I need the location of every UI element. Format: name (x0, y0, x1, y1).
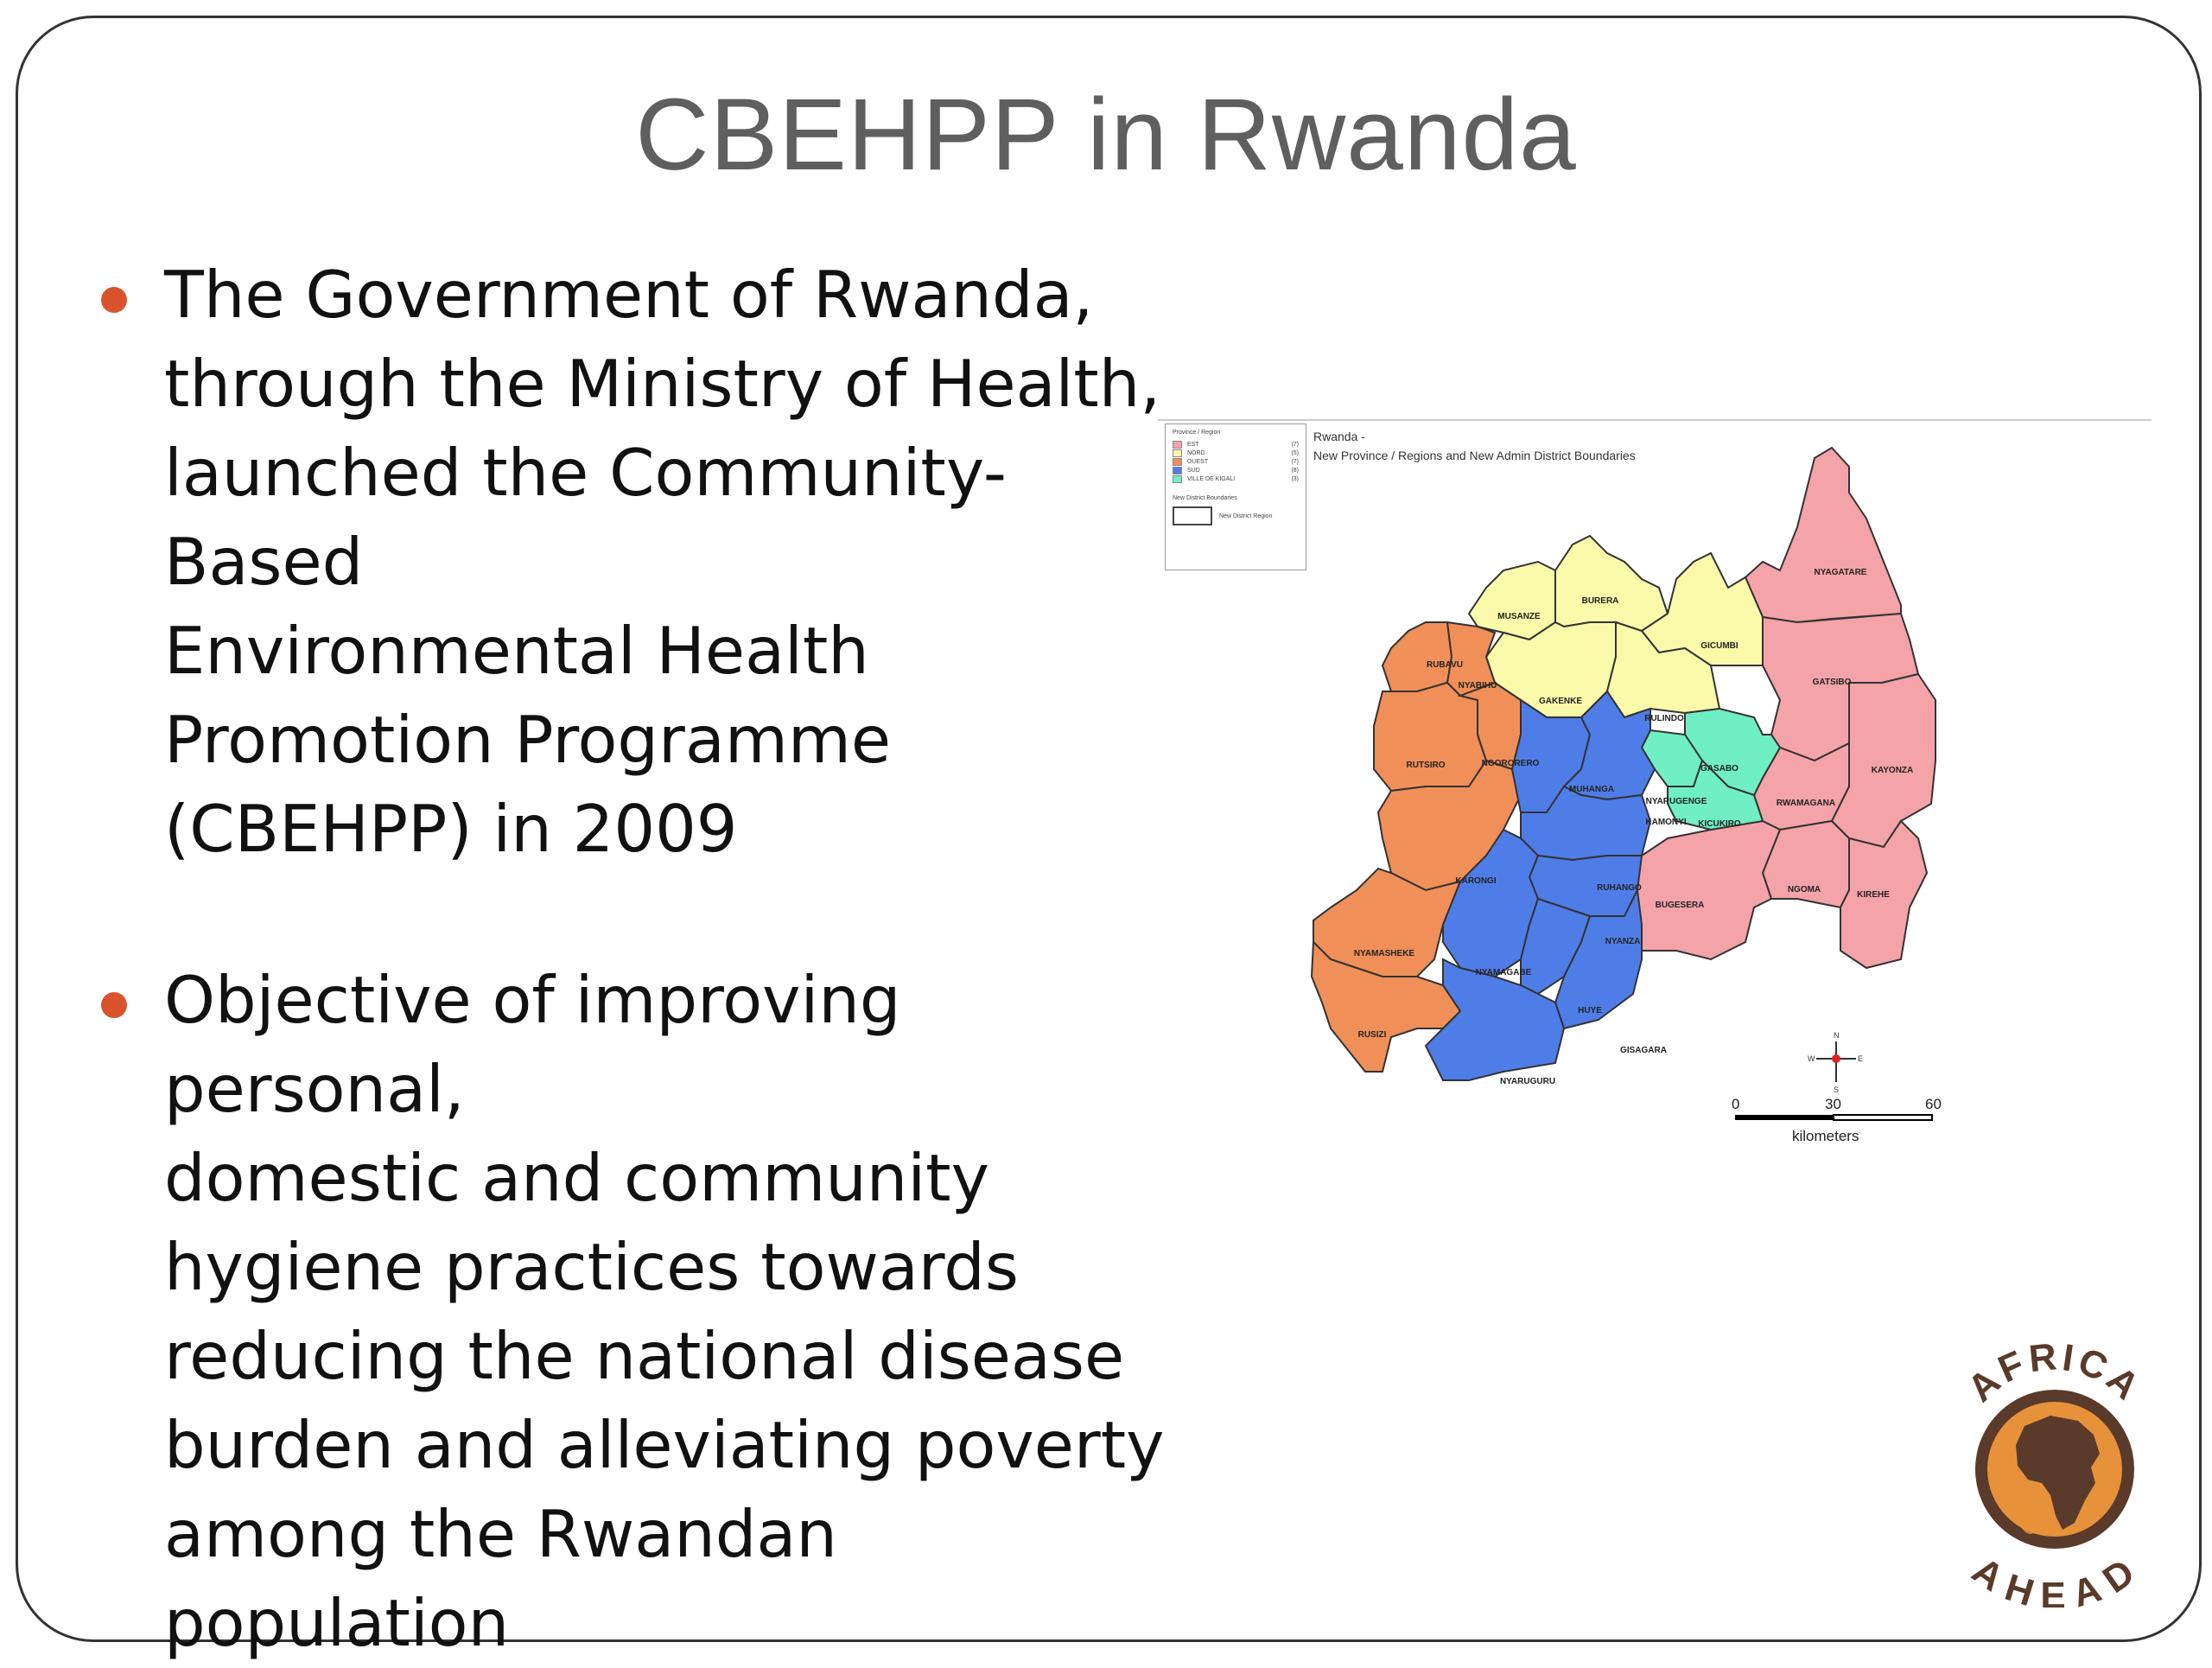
bullet-text: The Government of Rwanda, through the Mi… (164, 257, 1161, 867)
label-rwamagana: RWAMAGANA (1777, 799, 1835, 808)
legend-item-count: (5) (1291, 449, 1299, 456)
rwanda-map: NYAGATARE GATSIBO KAYONZA RWAMAGANA NGOM… (1158, 406, 2160, 1167)
label-rusizi: RUSIZI (1358, 1030, 1387, 1040)
legend-item-count: (3) (1291, 475, 1299, 482)
district-gisagara (1554, 887, 1643, 1030)
label-ruhango: RUHANGO (1597, 883, 1642, 893)
map-title-line2: New Province / Regions and New Admin Dis… (1313, 449, 1636, 462)
legend-item: VILLE DE KIGALI (3) (1173, 474, 1299, 483)
label-gicumbi: GICUMBI (1700, 641, 1738, 651)
legend-boundary-row: New District Region (1173, 506, 1299, 525)
legend-swatch (1173, 474, 1182, 483)
scale-unit: kilometers (1792, 1128, 1859, 1144)
district-kirehe (1840, 819, 1929, 970)
legend-boundary-label: New District Region (1219, 512, 1273, 519)
label-ngororero: NGORORERO (1482, 759, 1540, 768)
rwanda-district-map: NYAGATARE GATSIBO KAYONZA RWAMAGANA NGOM… (1158, 419, 2152, 1144)
scale-tick-60: 60 (1925, 1096, 1942, 1112)
legend-item-name: VILLE DE KIGALI (1187, 475, 1236, 482)
district-nyagatare (1744, 446, 1902, 624)
label-rulindo: RULINDO (1644, 714, 1684, 723)
label-nyanza: NYANZA (1605, 937, 1641, 946)
boundary-swatch (1173, 506, 1212, 525)
bullet-text: Objective of improving personal, domesti… (164, 962, 1165, 1661)
compass-s: S (1834, 1085, 1839, 1094)
district-kamonyi (1562, 690, 1656, 801)
district-huye (1520, 897, 1592, 996)
label-nyamasheke: NYAMASHEKE (1354, 949, 1415, 958)
label-nyagatare: NYAGATARE (1815, 568, 1867, 577)
label-kayonza: KAYONZA (1872, 766, 1914, 775)
district-rubavu (1381, 621, 1453, 692)
legend-boundaries-heading: New District Boundaries (1173, 495, 1237, 501)
africa-ahead-logo-icon: AFRICA AHEAD (1960, 1335, 2146, 1608)
africa-ahead-logo: AFRICA AHEAD (1948, 1331, 2160, 1608)
district-labels: NYAGATARE GATSIBO KAYONZA RWAMAGANA NGOM… (1354, 568, 1913, 1086)
scale-bar: 0 30 60 kilometers (1732, 1096, 1942, 1144)
legend-item-count: (7) (1291, 458, 1299, 465)
province-nord (1467, 534, 1764, 719)
legend-heading: Province / Region (1173, 430, 1221, 436)
legend-swatch (1173, 457, 1182, 466)
label-kicukiro: KICUKIRO (1698, 819, 1741, 829)
compass-w: W (1808, 1054, 1815, 1063)
label-gisagara: GISAGARA (1620, 1046, 1667, 1055)
compass-e: E (1858, 1054, 1863, 1063)
label-gatsibo: GATSIBO (1813, 678, 1852, 687)
label-nyabihu: NYABIHU (1459, 681, 1497, 691)
legend-item: OUEST (7) (1173, 457, 1299, 466)
label-kamonyi: KAMONYI (1645, 818, 1686, 827)
label-gakenke: GAKENKE (1539, 697, 1582, 706)
legend-item: SUD (8) (1173, 466, 1299, 474)
label-karongi: KARONGI (1455, 876, 1496, 886)
province-sud (1424, 690, 1656, 1081)
label-rubavu: RUBAVU (1427, 660, 1463, 670)
legend-swatch (1173, 440, 1182, 449)
bullet-item: The Government of Rwanda, through the Mi… (95, 251, 1175, 874)
label-gasabo: GASABO (1700, 764, 1738, 774)
district-burera (1554, 534, 1669, 633)
logo-bottom-text: AHEAD (1965, 1549, 2145, 1608)
legend-item-count: (7) (1291, 441, 1299, 448)
legend-item-count: (8) (1291, 467, 1299, 474)
district-kicukiro (1667, 759, 1764, 831)
label-muhanga: MUHANGA (1569, 785, 1614, 794)
legend-item-name: NORD (1187, 449, 1205, 456)
label-nyarugenge: NYARUGENGE (1646, 797, 1707, 806)
legend-swatch (1173, 466, 1182, 474)
label-nyamagabe: NYAMAGABE (1476, 968, 1532, 977)
compass-n: N (1834, 1031, 1840, 1040)
label-nyaruguru: NYARUGURU (1500, 1077, 1555, 1086)
label-musanze: MUSANZE (1497, 612, 1541, 621)
map-legend: Province / Region EST (7) NORD (5) OUEST… (1165, 423, 1306, 570)
map-title: Rwanda - New Province / Regions and New … (1313, 427, 1636, 465)
map-title-line1: Rwanda - (1313, 430, 1365, 443)
legend-item-name: EST (1187, 441, 1199, 448)
label-bugesera: BUGESERA (1656, 901, 1705, 910)
legend-item: NORD (5) (1173, 449, 1299, 457)
legend-item: EST (7) (1173, 440, 1299, 449)
label-burera: BURERA (1582, 596, 1619, 606)
bullet-list: The Government of Rwanda, through the Mi… (95, 251, 1175, 1668)
bullet-dot-icon (101, 992, 127, 1018)
bullet-dot-icon (101, 287, 127, 313)
label-ngoma: NGOMA (1788, 885, 1821, 894)
province-kigali (1640, 707, 1782, 831)
label-huye: HUYE (1578, 1006, 1602, 1015)
label-kirehe: KIREHE (1857, 890, 1890, 900)
bullet-item: Objective of improving personal, domesti… (95, 956, 1175, 1668)
legend-item-name: OUEST (1187, 458, 1209, 465)
scale-tick-0: 0 (1732, 1096, 1739, 1112)
district-rutsiro (1373, 681, 1488, 793)
slide-title: CBEHPP in Rwanda (635, 78, 1577, 192)
label-rutsiro: RUTSIRO (1407, 761, 1446, 770)
legend-swatch (1173, 449, 1182, 457)
compass-icon: N S E W (1808, 1031, 1863, 1094)
legend-item-name: SUD (1187, 467, 1200, 474)
scale-tick-30: 30 (1825, 1096, 1841, 1112)
province-ouest (1310, 621, 1548, 1073)
district-nyaruguru (1424, 958, 1566, 1081)
district-rusizi (1310, 939, 1462, 1073)
